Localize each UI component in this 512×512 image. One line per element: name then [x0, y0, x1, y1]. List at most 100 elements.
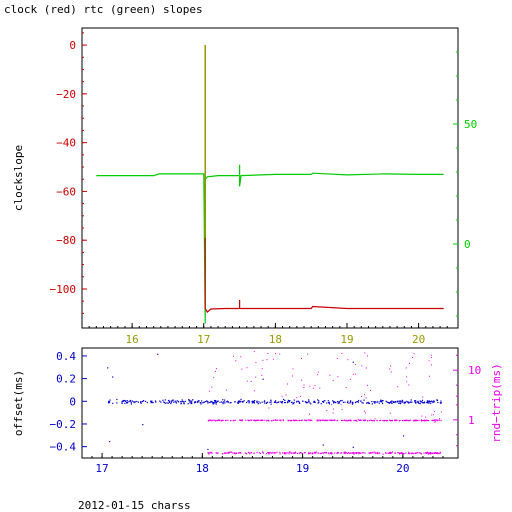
rtt-point [235, 452, 238, 454]
rtt-point [416, 420, 418, 422]
rtt-point [290, 420, 292, 422]
rtt-point [208, 452, 210, 454]
offset-point [248, 402, 250, 404]
offset-point [108, 401, 111, 404]
rtt-point [320, 452, 322, 454]
offset-point [203, 401, 205, 403]
offset-point [326, 402, 328, 404]
rtt-point [303, 452, 305, 454]
rtt-point [397, 452, 399, 454]
rtt-point [347, 452, 349, 454]
offset-point [284, 402, 286, 404]
offset-point [192, 399, 194, 401]
offset-point [248, 400, 250, 402]
rtt-point [410, 419, 412, 421]
offset-point [168, 399, 170, 402]
rtt-point [299, 395, 301, 397]
rtt-point [416, 452, 418, 454]
offset-point [146, 401, 148, 404]
offset-point [144, 400, 147, 402]
offset-point [386, 401, 388, 403]
rtt-point [382, 419, 384, 422]
rtt-point [307, 419, 310, 421]
offset-point [287, 399, 289, 401]
rtt-point [329, 452, 332, 454]
bottom-x-tick-label: 18 [196, 462, 209, 475]
offset-point [248, 401, 250, 403]
offset-point [237, 401, 239, 403]
rtt-point [354, 419, 356, 422]
rtt-point [321, 419, 323, 421]
offset-point [253, 401, 255, 403]
rtt-point [430, 452, 433, 454]
offset-point [380, 399, 382, 401]
rtt-point [248, 420, 250, 422]
rtt-point [336, 357, 338, 359]
top-y2-tick-label: 0 [464, 238, 471, 251]
offset-point [423, 402, 426, 404]
rtt-point [415, 452, 417, 454]
rtt-point [287, 419, 289, 421]
offset-point [211, 401, 214, 403]
rtt-point [217, 452, 219, 454]
rtt-point [418, 419, 420, 422]
rtt-point [368, 419, 370, 422]
rtt-point [427, 453, 430, 455]
rtt-point [410, 452, 412, 454]
rtt-point [255, 419, 257, 422]
offset-point [274, 401, 276, 403]
rtt-point [352, 452, 354, 454]
offset-point [305, 402, 307, 404]
top-x-axis: 16 17 18 19 20 [88, 323, 448, 346]
rtt-point [437, 452, 439, 455]
rtt-point [422, 396, 424, 398]
rtt-point [434, 420, 436, 422]
offset-point [129, 400, 131, 402]
bottom-x-axis: 17 18 19 20 [91, 453, 444, 475]
offset-point [130, 402, 132, 404]
rtt-point [272, 452, 274, 454]
offset-point [140, 401, 142, 403]
offset-point [200, 403, 202, 405]
offset-point [333, 401, 336, 403]
rtt-point [314, 385, 316, 387]
offset-point [216, 400, 218, 402]
offset-point [238, 401, 240, 403]
offset-point [127, 401, 129, 403]
offset-point [237, 400, 239, 402]
series-line-clock [204, 45, 444, 314]
rtt-point [216, 452, 218, 454]
offset-point [141, 401, 143, 403]
offset-point [207, 400, 209, 402]
offset-outlier [142, 424, 144, 426]
rtt-point [340, 452, 342, 454]
offset-point [133, 402, 135, 404]
rtt-point [227, 452, 229, 454]
top-plot-frame [81, 27, 459, 329]
offset-point [377, 401, 379, 403]
offset-point [433, 401, 435, 403]
offset-point [427, 400, 429, 402]
offset-point [391, 400, 393, 402]
rtt-point [420, 452, 422, 454]
rtt-point [350, 452, 352, 454]
rtt-point [311, 453, 313, 455]
rtt-point [285, 394, 287, 396]
bottom-series [107, 351, 442, 455]
rtt-point [389, 452, 391, 455]
offset-point [108, 402, 110, 404]
rtt-point [416, 419, 418, 422]
rtt-point [253, 419, 255, 421]
rtt-point [389, 419, 391, 421]
offset-point [299, 402, 301, 404]
offset-point [427, 400, 430, 402]
offset-point [257, 403, 259, 405]
rtt-point [270, 420, 272, 422]
offset-point [121, 400, 123, 402]
offset-point [399, 402, 401, 404]
rtt-point [403, 419, 405, 422]
rtt-point [355, 452, 357, 454]
offset-point [150, 400, 152, 402]
offset-point [406, 401, 408, 403]
rtt-point [400, 452, 402, 454]
